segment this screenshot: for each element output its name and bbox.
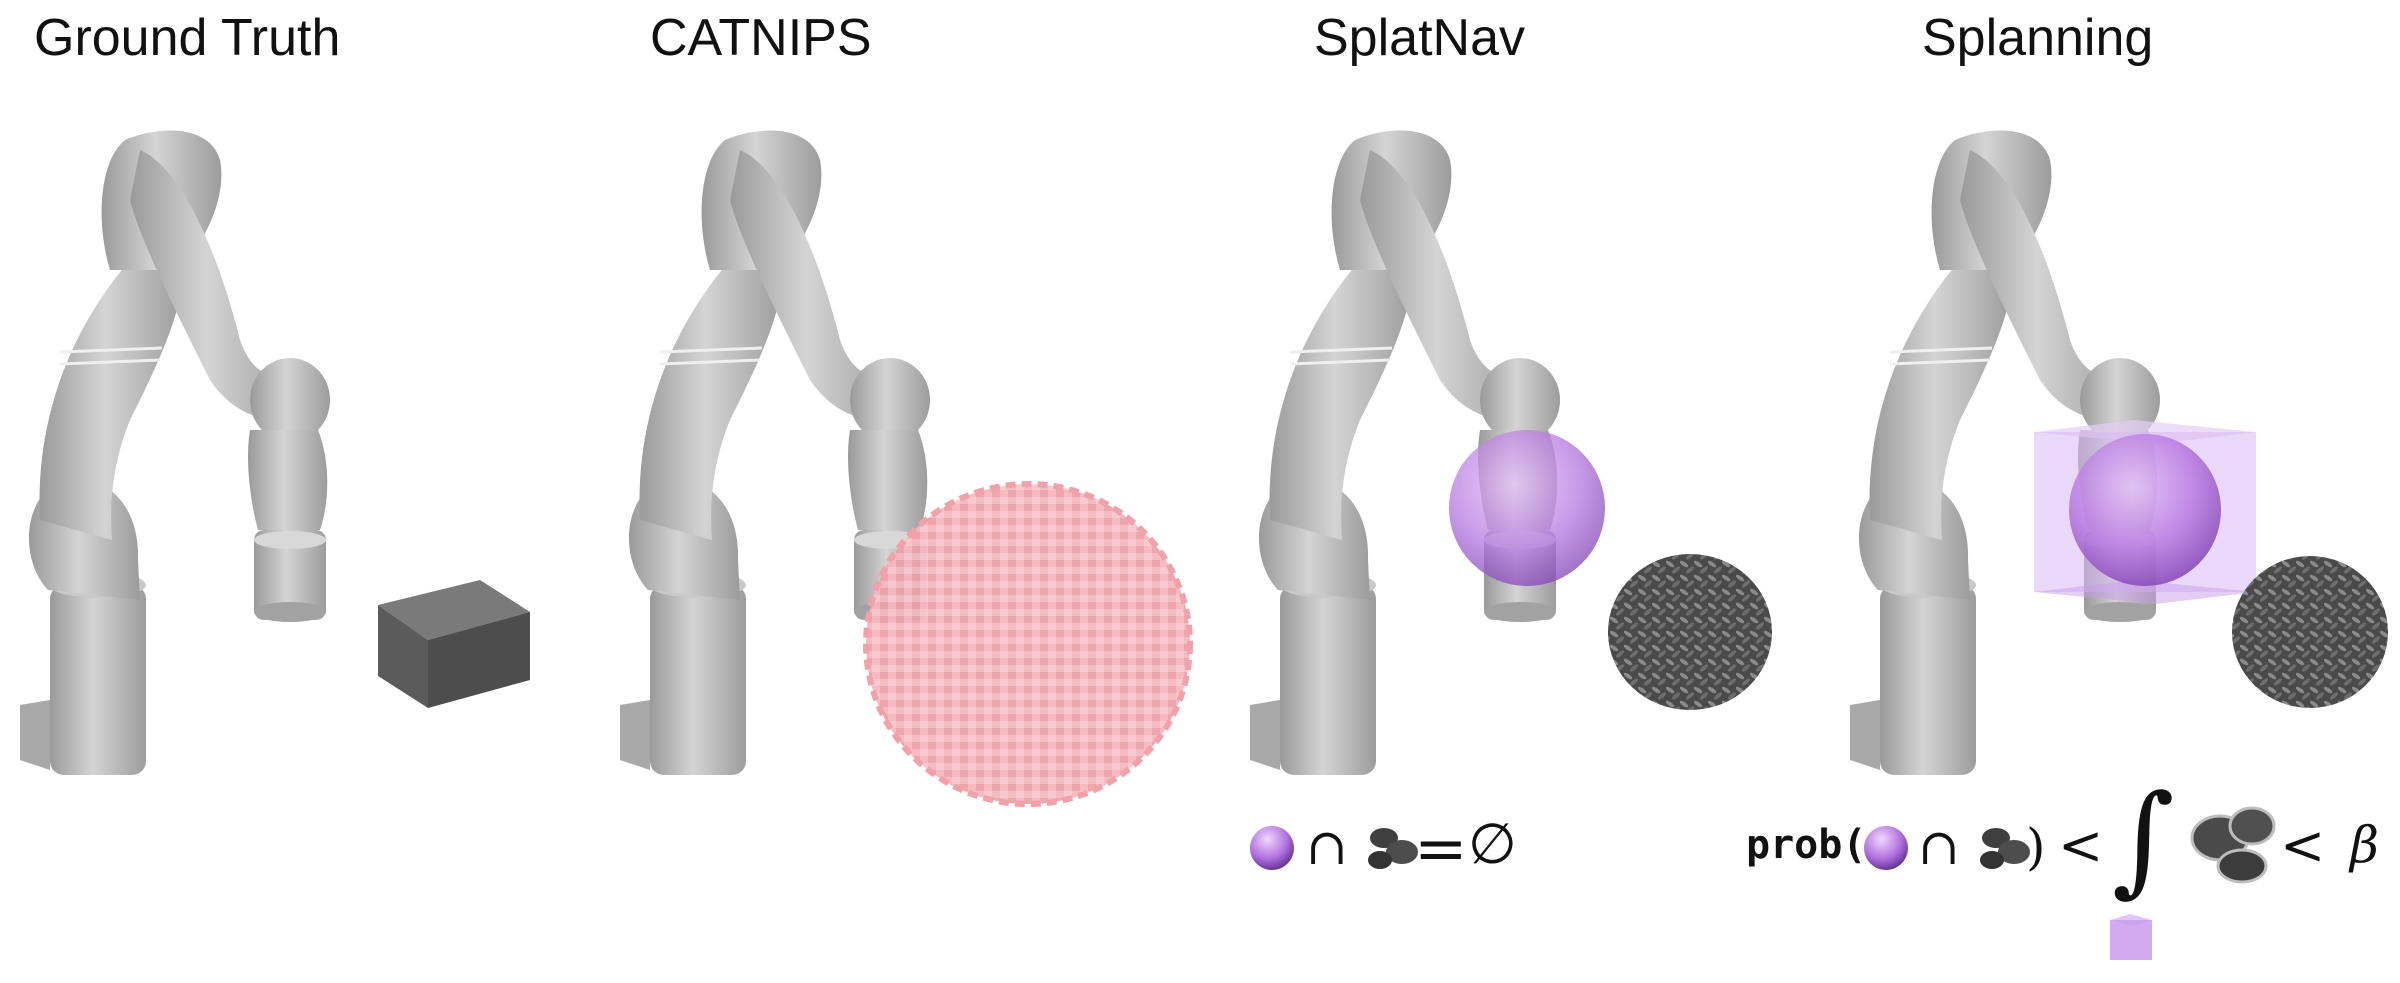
splanning-sphere-icon bbox=[1864, 826, 1908, 870]
splatnav-splat-icon bbox=[1368, 828, 1418, 869]
splatnav-bounding-sphere bbox=[1449, 430, 1605, 586]
integrand-splat-icon bbox=[2190, 806, 2276, 884]
splatnav-empty-set-symbol: ∅ bbox=[1468, 812, 1517, 877]
ground-truth-cube bbox=[378, 580, 530, 708]
splanning-less-than-2: < bbox=[2280, 814, 2326, 877]
panel-title-splatnav: SplatNav bbox=[1314, 9, 1525, 67]
catnips-voxel-sphere bbox=[863, 481, 1193, 807]
splanning-close-paren: ) bbox=[2026, 818, 2046, 876]
splanning-prob-text: prob( bbox=[1746, 822, 1867, 868]
splanning-less-than-1: < bbox=[2058, 814, 2104, 877]
panel-title-splanning: Splanning bbox=[1922, 9, 2154, 67]
splatnav-sphere-icon bbox=[1250, 826, 1294, 870]
panel-title-ground-truth: Ground Truth bbox=[34, 9, 341, 67]
splanning-gaussian-splat bbox=[2232, 556, 2388, 708]
integral-domain-box-icon bbox=[2110, 914, 2152, 960]
panel-title-catnips: CATNIPS bbox=[650, 9, 872, 67]
splatnav-gaussian-splat bbox=[1608, 554, 1772, 710]
splatnav-equals-symbol: = bbox=[1414, 812, 1468, 886]
splatnav-intersect-symbol: ∩ bbox=[1306, 818, 1348, 876]
splanning-splat-icon bbox=[1980, 828, 2030, 869]
ground-truth-robot bbox=[18, 128, 332, 777]
splanning-intersect-symbol: ∩ bbox=[1918, 818, 1960, 876]
splanning-bounding-sphere bbox=[2069, 434, 2221, 586]
splanning-integral-symbol: ∫ bbox=[2112, 770, 2175, 909]
splanning-beta-symbol: β bbox=[2350, 816, 2379, 874]
